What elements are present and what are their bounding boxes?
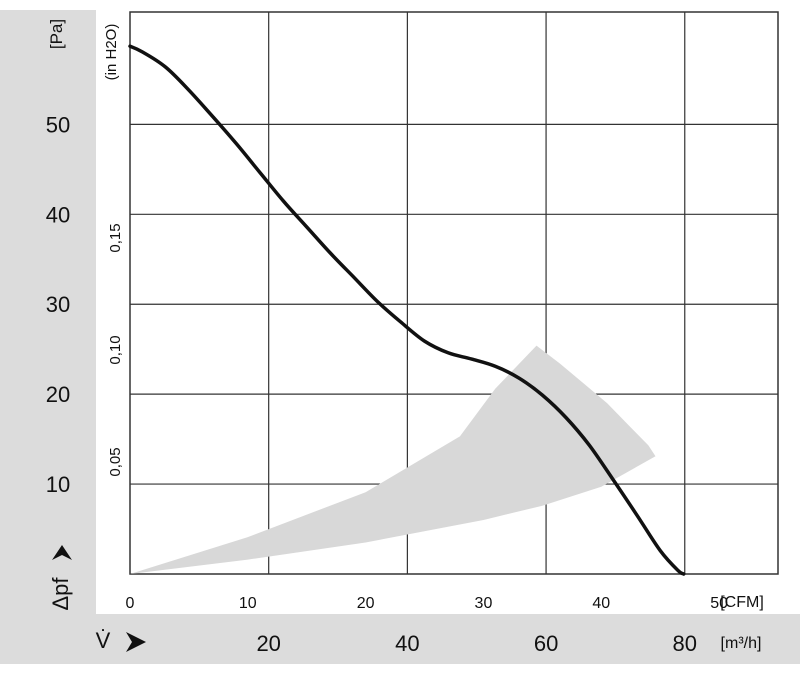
y-tick-pa-3: 40 (46, 202, 70, 227)
y-tick-inh2o-2: 0,15 (107, 223, 124, 252)
x-unit-cfm: [CFM] (720, 594, 764, 611)
y-axis-arrow-icon (52, 545, 72, 560)
y-tick-pa-1: 20 (46, 382, 70, 407)
y-tick-pa-2: 30 (46, 292, 70, 317)
y-tick-pa-0: 10 (46, 472, 70, 497)
x-tick-m3h-1: 40 (395, 631, 419, 656)
x-axis-arrow-icon (126, 632, 146, 652)
x-tick-cfm-3: 30 (475, 595, 493, 612)
y-unit-inh2o: (in H2O) (103, 24, 120, 81)
x-tick-cfm-0: 0 (126, 595, 135, 612)
plot-frame (129, 11, 779, 575)
y-unit-pa: [Pa] (47, 19, 66, 49)
x-axis-symbol: V̇ (96, 628, 111, 653)
x-tick-cfm-1: 10 (239, 595, 257, 612)
y-tick-pa-4: 50 (46, 112, 70, 137)
series-line (128, 44, 686, 576)
operating-zone (130, 345, 656, 574)
x-tick-cfm-5: 50 (710, 595, 728, 612)
y-axis-symbol: Δpf (48, 577, 73, 611)
x-tick-m3h-2: 60 (534, 631, 558, 656)
x-tick-cfm-4: 40 (592, 595, 610, 612)
y-tick-inh2o-0: 0,05 (107, 447, 124, 476)
tick-labels: 10 20 30 40 50 0,05 0,10 0,15 0 10 20 30 40 50 20 40 60 8… (46, 112, 728, 656)
y-tick-inh2o-1: 0,10 (107, 335, 124, 364)
x-tick-m3h-0: 20 (256, 631, 280, 656)
left-gray-band (0, 10, 96, 615)
x-tick-m3h-3: 80 (673, 631, 697, 656)
x-tick-cfm-2: 20 (357, 595, 375, 612)
x-unit-m3h: [m³/h] (721, 635, 762, 652)
